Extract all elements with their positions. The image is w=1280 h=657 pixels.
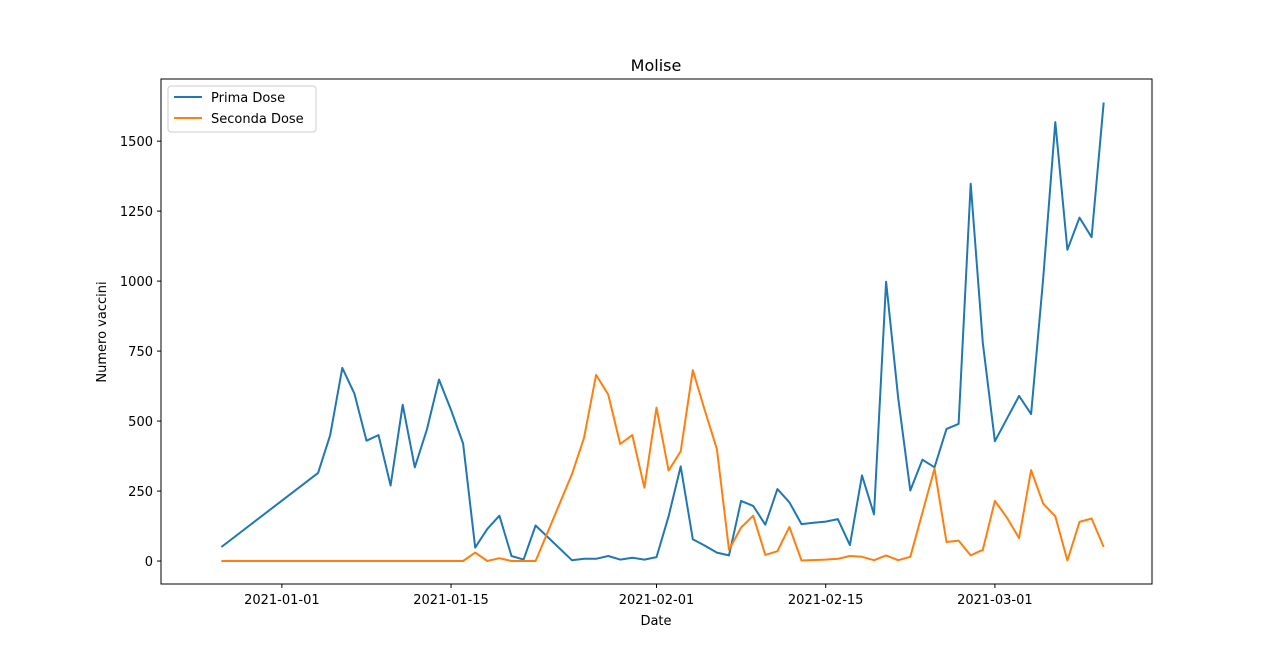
- series-lines: [220, 102, 1105, 562]
- y-tick-label: 1000: [120, 275, 153, 290]
- y-axis-label: Numero vaccini: [95, 281, 110, 382]
- plot-frame: [160, 78, 1153, 585]
- x-axis-ticks: 2021-01-01 2021-01-15 2021-02-01 2021-02-15…: [244, 584, 1033, 608]
- y-tick-label: 750: [128, 345, 153, 360]
- y-tick-label: 250: [128, 485, 153, 500]
- legend-label-seconda-dose: Seconda Dose: [211, 112, 304, 127]
- series-line-seconda-dose: [221, 369, 1105, 562]
- y-tick-label: 0: [145, 555, 153, 570]
- legend-box: [167, 85, 317, 133]
- x-tick-label: 2021-03-01: [957, 593, 1033, 608]
- y-tick-label: 1250: [120, 205, 153, 220]
- x-tick-label: 2021-02-15: [788, 593, 864, 608]
- y-tick-label: 1500: [120, 135, 153, 150]
- legend-label-prima-dose: Prima Dose: [211, 91, 285, 106]
- y-axis-ticks: 0 250 500 750 1000 1250 1500: [120, 135, 161, 570]
- y-tick-label: 500: [128, 415, 153, 430]
- x-tick-label: 2021-01-01: [244, 593, 320, 608]
- series-line-prima-dose: [220, 102, 1105, 562]
- x-tick-label: 2021-01-15: [413, 593, 489, 608]
- legend: Prima Dose Seconda Dose: [167, 85, 317, 133]
- x-tick-label: 2021-02-01: [619, 593, 695, 608]
- x-axis-label: Date: [640, 614, 671, 629]
- chart-title: Molise: [631, 56, 682, 75]
